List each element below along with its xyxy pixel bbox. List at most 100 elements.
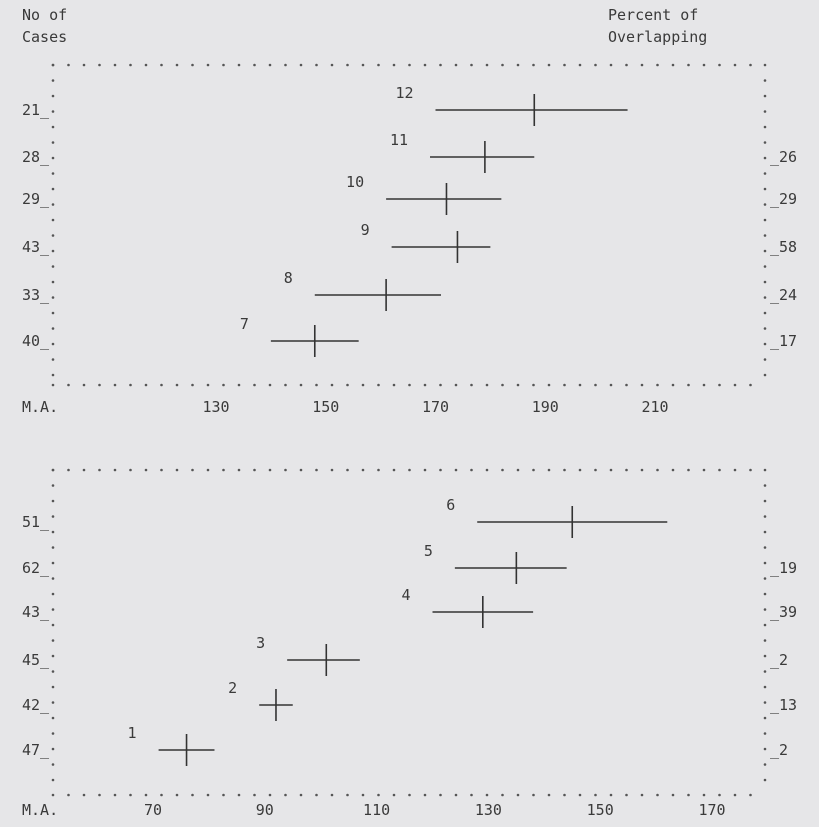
frame-dot bbox=[763, 608, 767, 611]
frame-dot bbox=[408, 383, 411, 387]
frame-dot bbox=[516, 793, 520, 797]
frame-dot bbox=[547, 63, 551, 67]
overlap-label: _19 bbox=[770, 559, 797, 577]
frame-dot bbox=[563, 793, 566, 797]
cases-label: 45_ bbox=[22, 651, 50, 669]
frame-dot bbox=[51, 747, 55, 751]
frame-dot bbox=[702, 793, 706, 797]
frame-dot bbox=[51, 530, 55, 534]
frame-dot bbox=[763, 639, 767, 642]
frame-dot bbox=[98, 793, 101, 797]
frame-dot bbox=[222, 468, 225, 472]
cases-label: 40_ bbox=[22, 332, 50, 350]
frame-dot bbox=[763, 468, 767, 472]
frame-dot bbox=[439, 63, 442, 67]
frame-dot bbox=[749, 468, 752, 472]
frame-dot bbox=[763, 125, 767, 129]
frame-dot bbox=[222, 383, 225, 387]
frame-dot bbox=[749, 63, 752, 67]
frame-dot bbox=[763, 234, 767, 237]
frame-dot bbox=[532, 793, 535, 797]
frame-dot bbox=[222, 793, 225, 797]
overlap-label: _17 bbox=[770, 332, 797, 350]
frame-dot bbox=[763, 141, 767, 144]
frame-dot bbox=[346, 468, 349, 472]
frame-dot bbox=[51, 499, 55, 503]
frame-dot bbox=[671, 468, 675, 472]
frame-dot bbox=[377, 63, 380, 67]
frame-dot bbox=[640, 468, 644, 472]
frame-dot bbox=[594, 63, 597, 67]
frame-dot bbox=[609, 793, 613, 797]
frame-dot bbox=[51, 383, 55, 387]
grade-label: 2 bbox=[228, 679, 237, 697]
frame-dot bbox=[609, 383, 613, 387]
frame-dot bbox=[51, 63, 55, 67]
frame-dot bbox=[51, 778, 55, 782]
frame-dot bbox=[702, 63, 706, 67]
frame-dot bbox=[640, 383, 644, 387]
frame-dot bbox=[51, 280, 55, 284]
x-tick-label: 110 bbox=[363, 801, 390, 819]
frame-dot bbox=[485, 63, 489, 67]
frame-dot bbox=[67, 793, 70, 797]
frame-dot bbox=[330, 793, 334, 797]
frame-dot bbox=[51, 561, 55, 565]
frame-dot bbox=[423, 793, 427, 797]
frame-dot bbox=[625, 63, 628, 67]
frame-dot bbox=[423, 468, 427, 472]
frame-dot bbox=[67, 468, 70, 472]
frame-dot bbox=[160, 63, 163, 67]
frame-dot bbox=[671, 793, 675, 797]
frame-dot bbox=[501, 383, 504, 387]
frame-dot bbox=[454, 63, 458, 67]
frame-dot bbox=[547, 793, 551, 797]
frame-dot bbox=[763, 670, 767, 673]
frame-dot bbox=[763, 327, 767, 330]
frame-dot bbox=[501, 468, 504, 472]
frame-dot bbox=[656, 468, 659, 472]
cases-label: 43_ bbox=[22, 603, 50, 621]
frame-dot bbox=[763, 763, 767, 766]
frame-dot bbox=[547, 383, 551, 387]
frame-dot bbox=[51, 172, 55, 175]
frame-dot bbox=[763, 311, 767, 315]
frame-dot bbox=[625, 793, 628, 797]
frame-dot bbox=[763, 499, 767, 503]
frame-dot bbox=[718, 383, 721, 387]
frame-dot bbox=[67, 63, 70, 67]
cases-label: 42_ bbox=[22, 696, 50, 714]
frame-dot bbox=[361, 63, 365, 67]
frame-dot bbox=[346, 793, 349, 797]
frame-dot bbox=[237, 468, 241, 472]
frame-dot bbox=[763, 203, 767, 206]
frame-dot bbox=[51, 265, 55, 268]
frame-dot bbox=[392, 63, 396, 67]
frame-dot bbox=[470, 468, 473, 472]
frame-dot bbox=[98, 383, 101, 387]
frame-dot bbox=[160, 383, 163, 387]
cases-label: 62_ bbox=[22, 559, 50, 577]
frame-dot bbox=[532, 63, 535, 67]
frame-dot bbox=[578, 793, 582, 797]
frame-dot bbox=[532, 468, 535, 472]
frame-dot bbox=[485, 468, 489, 472]
grade-label: 1 bbox=[128, 724, 137, 742]
frame-dot bbox=[763, 747, 767, 751]
frame-dot bbox=[51, 763, 55, 766]
frame-dot bbox=[763, 373, 767, 377]
frame-dot bbox=[253, 793, 256, 797]
frame-dot bbox=[315, 63, 318, 67]
no-of-cases-label-line2: Cases bbox=[22, 28, 67, 46]
frame-dot bbox=[501, 793, 504, 797]
frame-dot bbox=[763, 342, 767, 346]
frame-dot bbox=[67, 383, 70, 387]
frame-dot bbox=[594, 468, 597, 472]
frame-dot bbox=[51, 701, 55, 704]
cases-label: 51_ bbox=[22, 513, 50, 531]
frame-dot bbox=[51, 546, 55, 549]
frame-dot bbox=[763, 265, 767, 268]
grade-label: 5 bbox=[424, 542, 433, 560]
frame-dot bbox=[51, 716, 55, 720]
frame-dot bbox=[315, 468, 318, 472]
